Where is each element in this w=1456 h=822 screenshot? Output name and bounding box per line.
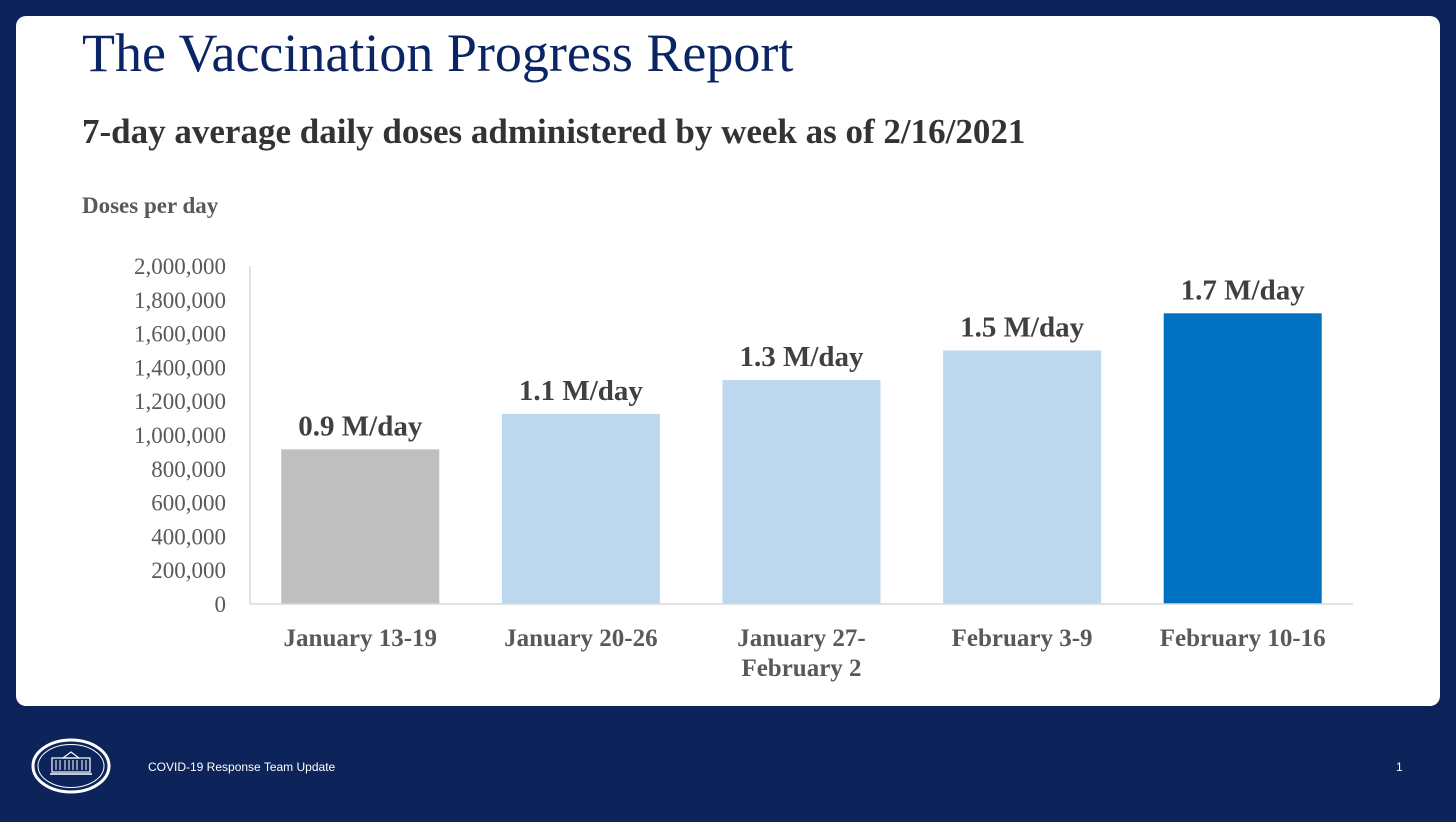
y-tick-label: 800,000 xyxy=(151,457,226,482)
y-tick-label: 600,000 xyxy=(151,491,226,516)
page-number: 1 xyxy=(1396,760,1403,774)
y-tick-label: 1,000,000 xyxy=(134,423,226,448)
data-label: 1.1 M/day xyxy=(519,375,644,407)
y-tick-label: 200,000 xyxy=(151,558,226,583)
category-label: February 3-9 xyxy=(952,625,1093,652)
bar xyxy=(501,413,660,604)
bar xyxy=(722,380,881,604)
footer-text: COVID-19 Response Team Update xyxy=(148,760,336,774)
data-label: 1.7 M/day xyxy=(1181,274,1306,306)
category-label: January 20-26 xyxy=(504,625,657,652)
y-tick-label: 2,000,000 xyxy=(134,254,226,279)
page-title: The Vaccination Progress Report xyxy=(82,23,794,83)
y-tick-label: 1,600,000 xyxy=(134,322,226,347)
y-axis-title: Doses per day xyxy=(82,193,219,218)
data-label: 1.3 M/day xyxy=(739,341,864,373)
category-label: February 10-16 xyxy=(1160,625,1326,652)
y-tick-label: 1,400,000 xyxy=(134,355,226,380)
bar xyxy=(281,449,440,604)
chart-subtitle: 7-day average daily doses administered b… xyxy=(82,112,1026,151)
y-tick-label: 400,000 xyxy=(151,524,226,549)
category-label: January 27-February 2 xyxy=(737,625,865,682)
bar xyxy=(1163,313,1322,604)
y-tick-label: 0 xyxy=(215,592,227,617)
category-label: January 13-19 xyxy=(284,625,437,652)
data-label: 1.5 M/day xyxy=(960,312,1085,344)
y-tick-label: 1,200,000 xyxy=(134,389,226,414)
y-tick-label: 1,800,000 xyxy=(134,288,226,313)
data-label: 0.9 M/day xyxy=(298,410,423,442)
white-house-seal-icon xyxy=(31,738,111,794)
bar xyxy=(943,350,1102,604)
